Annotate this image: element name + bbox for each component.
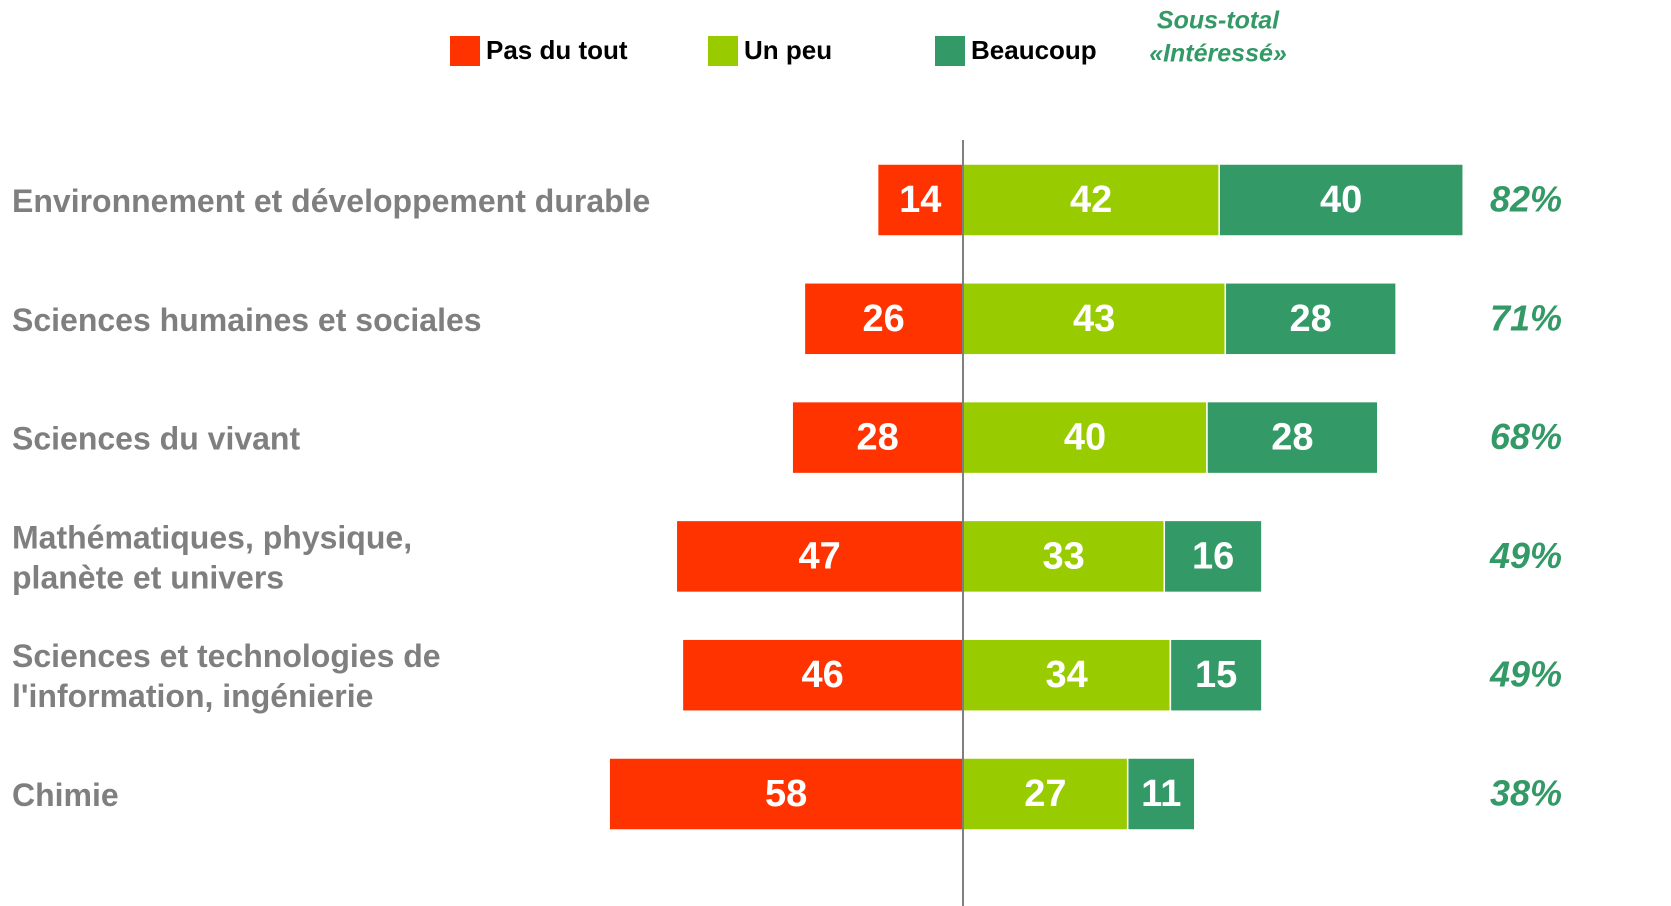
- subtotal-label: 82%: [1490, 179, 1562, 220]
- value-label: 15: [1195, 654, 1237, 696]
- bar-segment: [803, 282, 964, 356]
- category-label: Environnement et développement durable: [12, 183, 650, 219]
- subtotal-label: 49%: [1489, 654, 1562, 695]
- value-label: 42: [1070, 179, 1112, 221]
- bar-segment: [876, 163, 964, 237]
- value-label: 27: [1024, 773, 1066, 815]
- category-label: Sciences et technologies de l'information…: [12, 639, 441, 715]
- subtotal-title: Sous-total: [1157, 7, 1280, 35]
- value-label: 16: [1192, 535, 1234, 577]
- value-label: 46: [802, 654, 844, 696]
- value-label: 14: [899, 179, 941, 221]
- legend-label: Beaucoup: [971, 35, 1097, 65]
- category-label: Chimie: [12, 777, 119, 813]
- legend-label: Pas du tout: [486, 35, 628, 65]
- legend-label: Un peu: [744, 35, 832, 65]
- subtotal-label: 38%: [1490, 773, 1562, 814]
- bar-segment: [1169, 638, 1263, 712]
- value-label: 26: [863, 298, 905, 340]
- value-label: 40: [1064, 417, 1106, 459]
- bar-segment: [681, 638, 964, 712]
- subtotal-label: 68%: [1490, 416, 1562, 457]
- legend-swatch: [450, 36, 480, 66]
- legend-swatch: [935, 36, 965, 66]
- bar-segment: [1206, 400, 1379, 475]
- bar-segment: [1224, 282, 1397, 356]
- value-label: 28: [1271, 417, 1313, 459]
- bar-segment: [675, 519, 964, 594]
- value-label: 43: [1073, 298, 1115, 340]
- bar-segment: [791, 400, 964, 475]
- value-label: 58: [765, 773, 807, 815]
- value-label: 34: [1046, 654, 1088, 696]
- subtotal-label: 71%: [1490, 297, 1562, 338]
- bar-segment: [962, 282, 1227, 356]
- value-label: 28: [856, 417, 898, 459]
- value-label: 47: [799, 535, 841, 577]
- legend-swatch: [708, 36, 738, 66]
- category-label: Mathématiques, physique, planète et unive…: [12, 520, 412, 596]
- bar-segment: [1163, 519, 1263, 594]
- subtotal-label: 49%: [1489, 535, 1562, 576]
- category-label: Sciences humaines et sociales: [12, 302, 482, 338]
- value-label: 11: [1141, 773, 1181, 815]
- bar-segment: [1126, 757, 1196, 831]
- bar-segment: [962, 638, 1172, 712]
- bar-segment: [608, 757, 964, 831]
- subtotal-title: «Intéressé»: [1149, 40, 1287, 68]
- category-label: Sciences du vivant: [12, 421, 300, 457]
- bar-segment: [1218, 163, 1464, 237]
- value-label: 33: [1043, 535, 1085, 577]
- bar-segment: [962, 163, 1220, 237]
- value-label: 40: [1320, 179, 1362, 221]
- value-label: 28: [1290, 298, 1332, 340]
